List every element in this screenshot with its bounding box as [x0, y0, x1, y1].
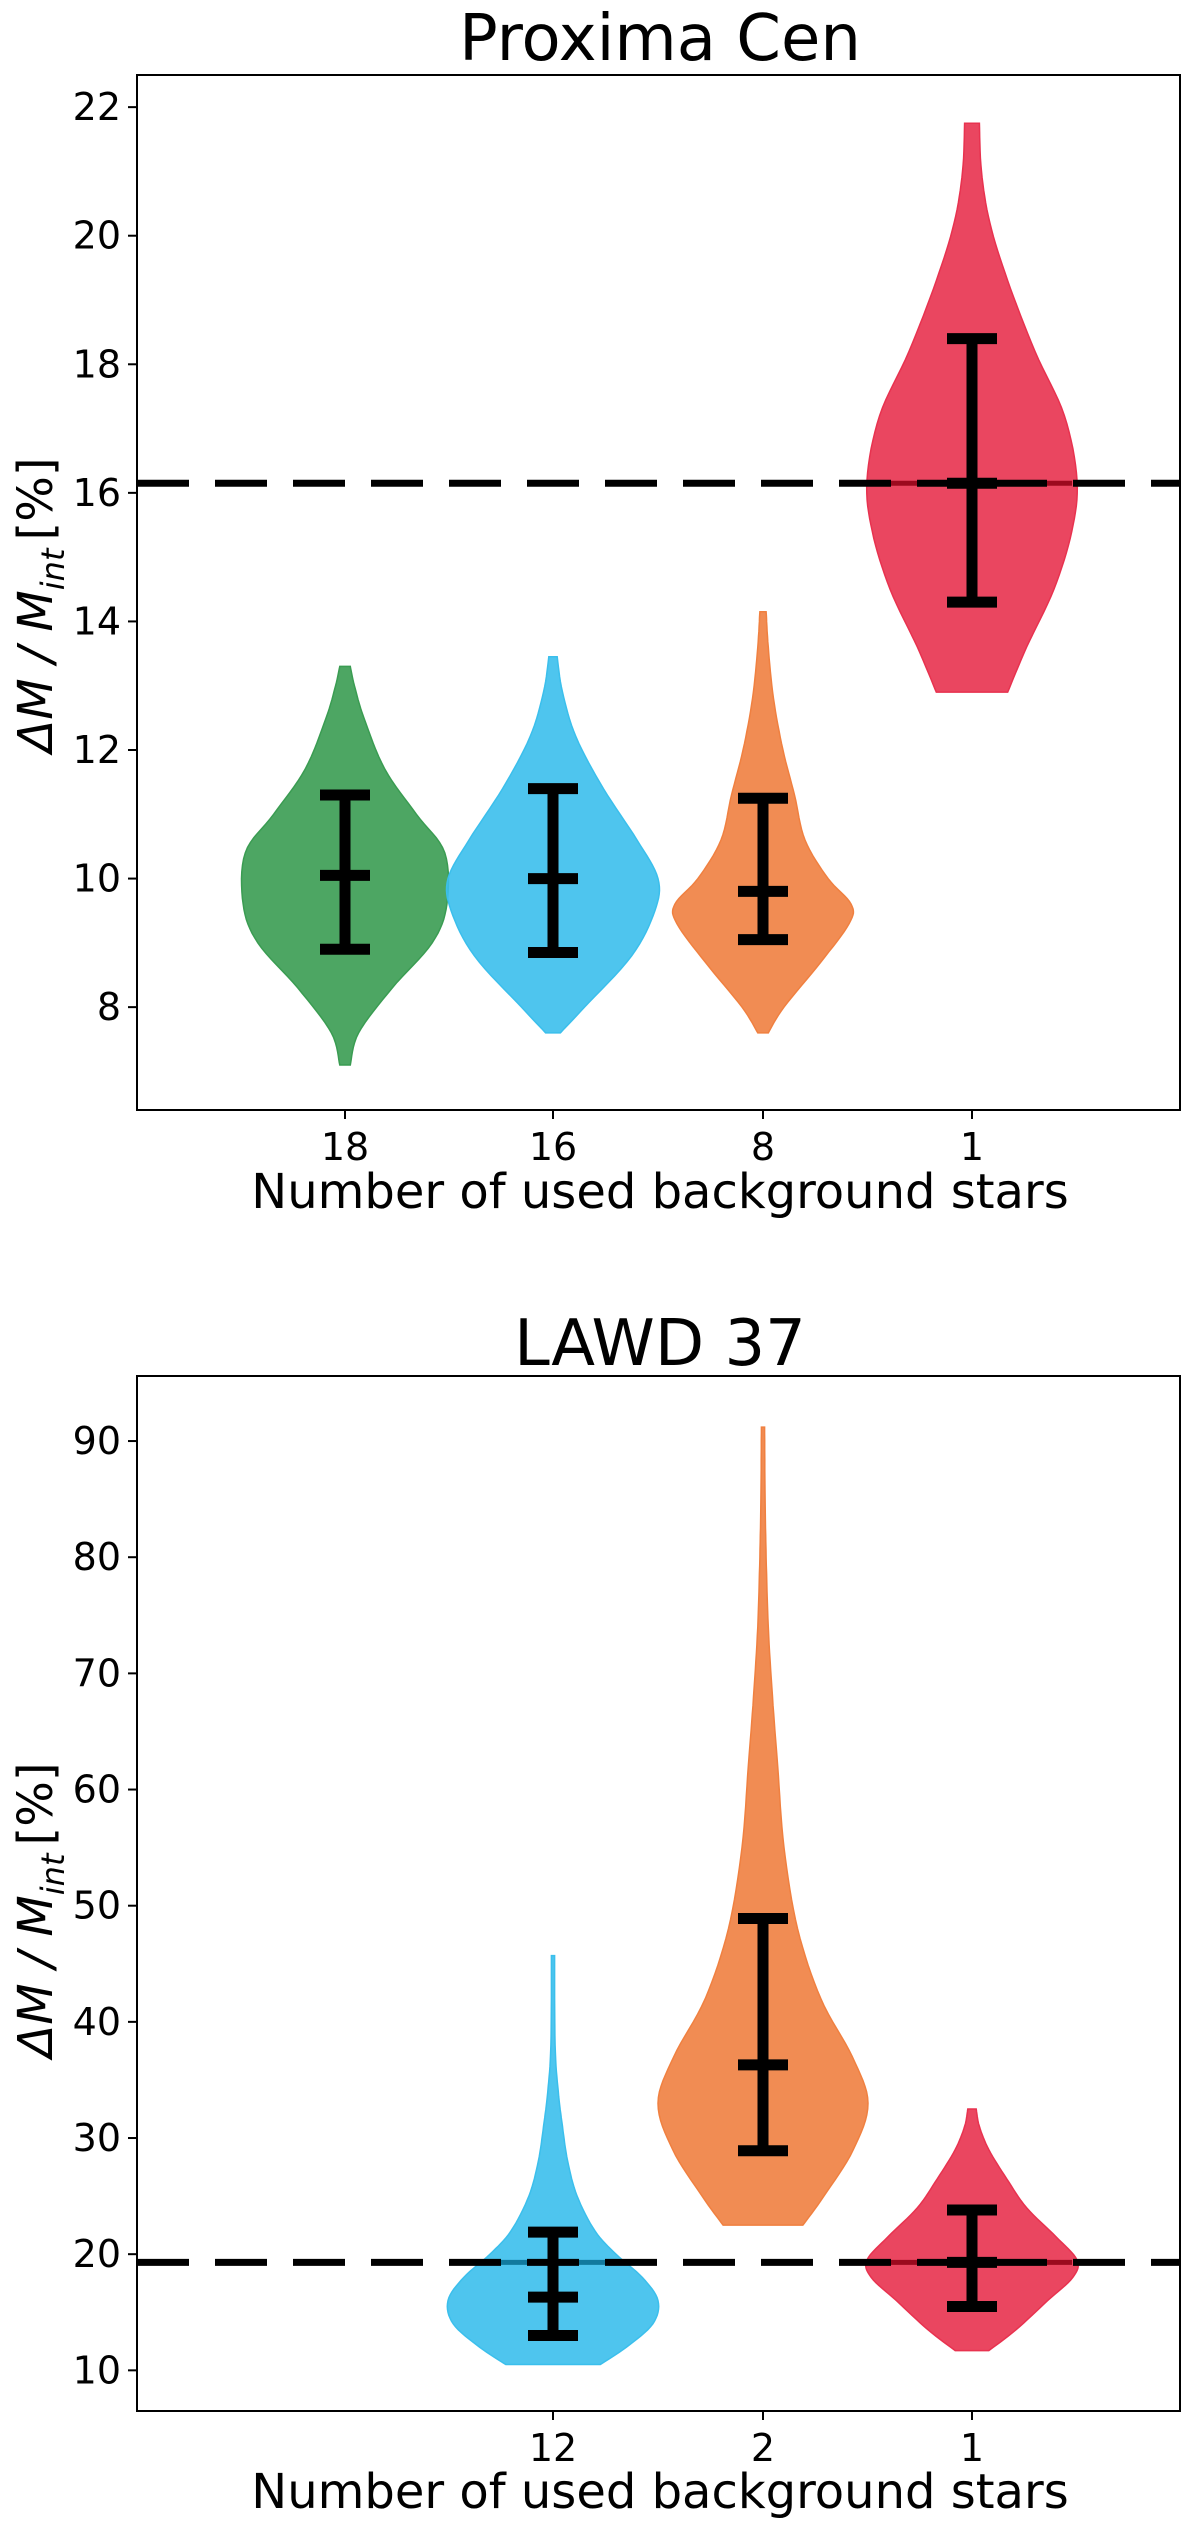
y-tick-label: 60	[73, 1768, 121, 1812]
x-tick-label: 16	[529, 1125, 577, 1169]
y-axis-label-main: ΔM / M	[8, 590, 64, 756]
x-axis-label: Number of used background stars	[251, 1164, 1068, 1220]
proxima-cen-panel: Proxima Cen Number of used background st…	[8, 2, 1181, 1220]
x-tick-label: 2	[751, 2426, 775, 2470]
y-tick-label: 50	[73, 1884, 121, 1928]
plot-frame	[136, 74, 1181, 1111]
y-tick-label: 22	[73, 85, 121, 129]
y-axis-label-unit: [%]	[8, 457, 64, 540]
y-tick-label: 20	[73, 214, 121, 258]
plot-frame	[136, 1375, 1181, 2412]
y-tick-label: 20	[73, 2232, 121, 2276]
chart-title: LAWD 37	[514, 1307, 806, 1381]
y-axis-label-subscript: int	[34, 547, 72, 590]
y-tick-label: 10	[73, 857, 121, 901]
x-tick-label: 1	[960, 2426, 984, 2470]
x-tick-label: 1	[960, 1125, 984, 1169]
y-tick-label: 80	[73, 1535, 121, 1579]
y-axis-label-unit: [%]	[8, 1762, 64, 1845]
y-tick-label: 14	[73, 599, 121, 643]
y-tick-label: 8	[97, 985, 121, 1029]
chart-title: Proxima Cen	[459, 2, 861, 76]
y-tick-label: 90	[73, 1419, 121, 1463]
x-axis-label: Number of used background stars	[251, 2464, 1068, 2520]
x-tick-label: 8	[751, 1125, 775, 1169]
y-tick-label: 16	[73, 471, 121, 515]
y-tick-label: 30	[73, 2116, 121, 2160]
y-axis-label-main: ΔM / M	[8, 1895, 64, 2061]
y-axis-label: ΔM / Mint [%]	[8, 457, 72, 756]
y-axis-label-subscript: int	[34, 1852, 72, 1895]
x-tick-label: 18	[321, 1125, 369, 1169]
y-tick-label: 18	[73, 342, 121, 386]
x-tick-label: 12	[529, 2426, 577, 2470]
violin-body	[657, 1426, 869, 2226]
y-tick-label: 70	[73, 1651, 121, 1695]
y-tick-label: 10	[73, 2348, 121, 2392]
y-tick-label: 40	[73, 2000, 121, 2044]
lawd-37-panel: LAWD 37 Number of used background stars …	[8, 1307, 1181, 2520]
y-axis-label: ΔM / Mint [%]	[8, 1762, 72, 2061]
y-tick-label: 12	[73, 728, 121, 772]
